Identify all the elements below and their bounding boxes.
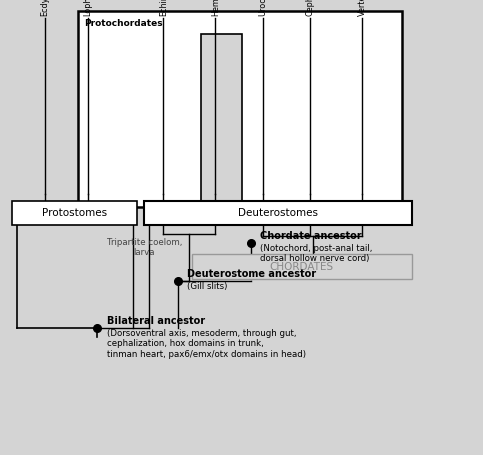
Text: Deuterostomes: Deuterostomes bbox=[238, 208, 318, 218]
Text: Cephalochordates: Cephalochordates bbox=[306, 0, 314, 16]
Text: Tripartite coelom,
larva: Tripartite coelom, larva bbox=[107, 238, 182, 257]
Text: Protostomes: Protostomes bbox=[42, 208, 107, 218]
Text: Protochordates: Protochordates bbox=[84, 19, 162, 28]
Text: Deuterostome ancestor: Deuterostome ancestor bbox=[187, 269, 316, 279]
Text: Ecdysozoa: Ecdysozoa bbox=[41, 0, 50, 16]
Text: Bilateral ancestor: Bilateral ancestor bbox=[107, 316, 205, 326]
Text: Vertebrates: Vertebrates bbox=[358, 0, 367, 16]
Text: (Notochord, post-anal tail,
dorsal hollow nerve cord): (Notochord, post-anal tail, dorsal hollo… bbox=[260, 244, 373, 263]
Text: Hemichordates: Hemichordates bbox=[211, 0, 220, 16]
Bar bbox=[144, 201, 412, 225]
Bar bbox=[192, 254, 412, 279]
Text: Chordate ancestor: Chordate ancestor bbox=[260, 231, 362, 241]
Text: Urochordates: Urochordates bbox=[258, 0, 267, 16]
Bar bbox=[78, 11, 402, 207]
Bar bbox=[12, 201, 137, 225]
Text: (Gill slits): (Gill slits) bbox=[187, 282, 227, 291]
Text: (Dorsoventral axis, mesoderm, through gut,
cephalization, hox domains in trunk,
: (Dorsoventral axis, mesoderm, through gu… bbox=[107, 329, 306, 359]
Text: Lophotrochozoa: Lophotrochozoa bbox=[83, 0, 92, 16]
Text: CHORDATES: CHORDATES bbox=[270, 262, 334, 272]
Text: Echinoderms: Echinoderms bbox=[159, 0, 168, 16]
Bar bbox=[201, 34, 242, 203]
